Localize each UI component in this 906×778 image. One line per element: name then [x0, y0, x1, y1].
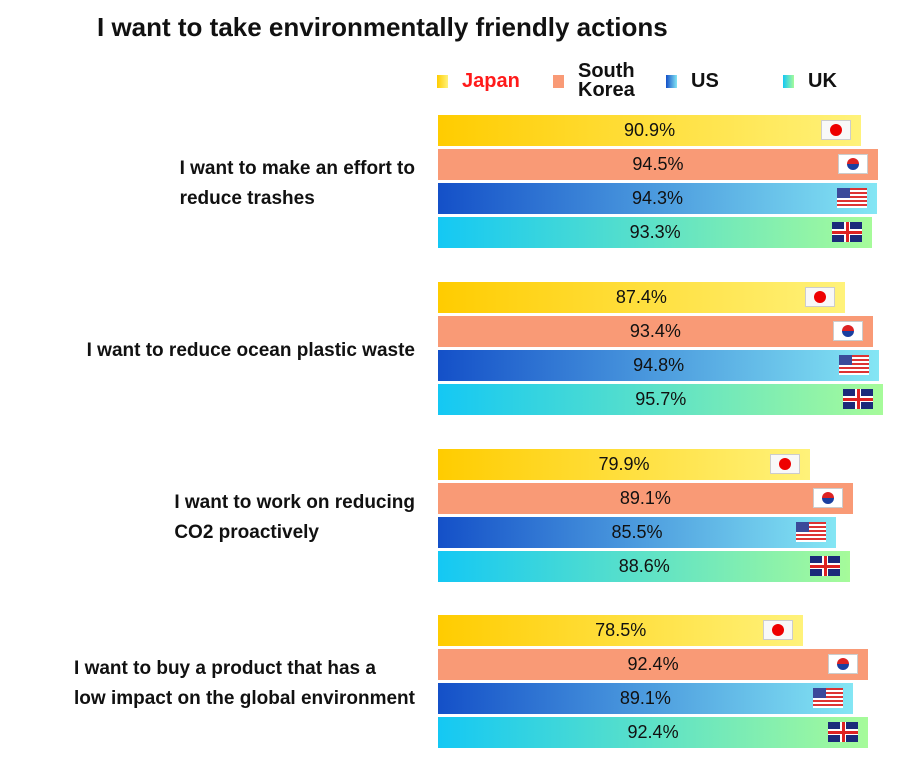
bar-us: 94.3%: [438, 183, 877, 214]
legend-label: South: [578, 60, 635, 82]
data-label: 90.9%: [624, 120, 676, 140]
category-label-line: reduce trashes: [179, 188, 315, 209]
legend-south-korea: South Korea: [553, 60, 635, 101]
bar-south-korea: 89.1%: [438, 483, 853, 514]
bar-japan: 79.9%: [438, 449, 810, 480]
data-label: 94.3%: [631, 188, 683, 208]
bar-south-korea: 94.5%: [438, 149, 878, 180]
chart-title: I want to take environmentally friendly …: [97, 12, 668, 42]
south-korea-flag-icon: [832, 321, 863, 341]
us-flag-icon: [836, 188, 867, 208]
bar-south-korea: 93.4%: [438, 316, 873, 347]
legend: Japan South Korea US UK: [437, 60, 897, 102]
south-korea-flag-icon: [812, 488, 843, 508]
us-flag-icon: [839, 355, 870, 375]
category-label: I want to reduce ocean plastic waste: [87, 336, 415, 366]
data-label: 92.4%: [627, 722, 679, 742]
data-label: 94.8%: [633, 355, 685, 375]
category-label: I want to make an effort to reduce trashe…: [180, 154, 415, 214]
bar-japan: 78.5%: [438, 615, 804, 646]
south-korea-flag-icon: [837, 154, 868, 174]
japan-flag-icon: [769, 454, 800, 474]
category-label: I want to work on reducing CO2 proactivel…: [174, 488, 415, 548]
legend-swatch: [666, 75, 677, 88]
legend-label: Korea: [578, 79, 635, 101]
category-label: I want to buy a product that has a low im…: [74, 654, 415, 714]
bar-uk: 95.7%: [438, 384, 884, 415]
uk-flag-icon: [832, 222, 863, 242]
uk-flag-icon: [843, 389, 874, 409]
category-label-line: I want to work on reducing: [174, 492, 415, 513]
data-label: 79.9%: [598, 454, 650, 474]
legend-label: UK: [808, 70, 837, 92]
legend-swatch: [553, 74, 564, 88]
south-korea-flag-icon: [828, 654, 859, 674]
bar-japan: 90.9%: [438, 115, 862, 146]
japan-flag-icon: [763, 620, 794, 640]
data-label: 85.5%: [611, 522, 663, 542]
category-label-line: CO2 proactively: [174, 522, 319, 543]
legend-swatch: [437, 75, 448, 88]
bar-japan: 87.4%: [438, 282, 845, 313]
data-label: 94.5%: [632, 154, 684, 174]
bar-us: 89.1%: [438, 683, 853, 714]
legend-label: US: [691, 70, 719, 92]
bar-south-korea: 92.4%: [438, 649, 869, 680]
uk-flag-icon: [828, 722, 859, 742]
legend-swatch: [783, 75, 794, 88]
bar-uk: 93.3%: [438, 217, 873, 248]
category-label-line: I want to buy a product that has a: [74, 658, 376, 679]
data-label: 93.3%: [629, 222, 681, 242]
bar-us: 85.5%: [438, 517, 836, 548]
us-flag-icon: [796, 522, 826, 542]
data-label: 92.4%: [627, 654, 679, 674]
data-label: 89.1%: [619, 488, 671, 508]
uk-flag-icon: [810, 556, 841, 576]
data-label: 88.6%: [618, 556, 670, 576]
category-label-line: I want to reduce ocean plastic waste: [86, 340, 415, 361]
bar-uk: 92.4%: [438, 717, 869, 748]
data-label: 87.4%: [615, 287, 667, 307]
category-label-line: low impact on the global environment: [74, 688, 415, 709]
legend-japan: Japan: [437, 70, 520, 93]
data-label: 78.5%: [595, 620, 647, 640]
bar-uk: 88.6%: [438, 551, 851, 582]
legend-label: Japan: [462, 70, 520, 92]
category-label-line: I want to make an effort to: [179, 158, 415, 179]
japan-flag-icon: [821, 120, 852, 140]
japan-flag-icon: [804, 287, 835, 307]
data-label: 93.4%: [629, 321, 681, 341]
data-label: 89.1%: [619, 688, 671, 708]
us-flag-icon: [812, 688, 843, 708]
legend-uk: UK: [783, 70, 837, 93]
legend-us: US: [666, 70, 719, 93]
data-label: 95.7%: [635, 389, 687, 409]
bar-us: 94.8%: [438, 350, 880, 381]
